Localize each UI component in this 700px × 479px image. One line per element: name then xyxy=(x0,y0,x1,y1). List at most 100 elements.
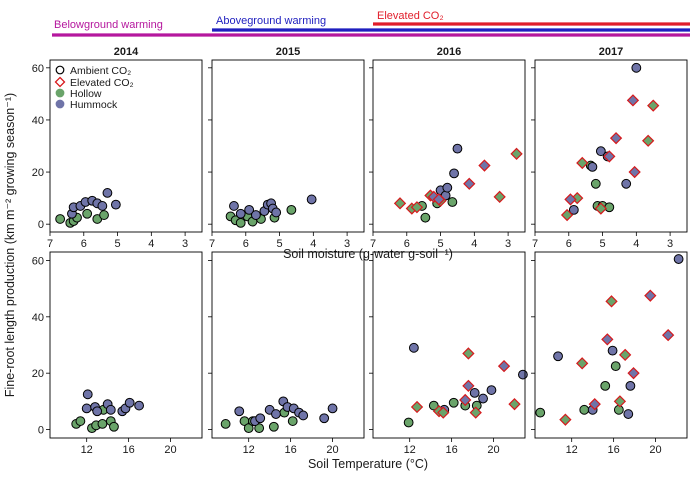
data-point-elevated-hollow xyxy=(393,197,407,210)
data-point-elevated-hummock xyxy=(459,393,472,407)
y-tick-label: 60 xyxy=(32,63,44,75)
data-point-elevated-hummock xyxy=(627,367,640,380)
row2-panel-4: 12 16 20 xyxy=(531,251,688,456)
data-point-ambient-hummock xyxy=(255,413,266,424)
x-tick-label: 7 xyxy=(209,238,215,250)
x-tick-label: 3 xyxy=(344,238,350,250)
x-tick-label: 20 xyxy=(649,444,661,456)
data-point-ambient-hummock xyxy=(327,403,338,414)
data-point-elevated-hummock xyxy=(564,193,577,206)
data-point-ambient-hollow xyxy=(82,208,93,219)
data-point-ambient-hummock xyxy=(518,369,528,380)
data-point-elevated-hummock xyxy=(609,132,623,145)
x-tick-label: 20 xyxy=(164,444,176,456)
x-tick-label: 16 xyxy=(445,444,457,456)
y-tick-label: 40 xyxy=(32,312,44,324)
data-point-elevated-hollow xyxy=(493,190,506,203)
data-point-elevated-hummock xyxy=(661,328,675,342)
data-point-ambient-hummock xyxy=(319,413,330,424)
data-point-elevated-hollow xyxy=(594,202,608,215)
data-point-ambient-hummock xyxy=(452,143,463,154)
data-point-elevated-hollow xyxy=(410,201,424,214)
x-tick-label: 12 xyxy=(566,444,578,456)
data-point-ambient-hummock xyxy=(478,393,488,404)
data-point-elevated-hummock xyxy=(628,165,641,179)
x-tick-label: 6 xyxy=(243,238,249,250)
data-point-elevated-hollow xyxy=(613,395,627,408)
data-point-ambient-hummock xyxy=(234,406,245,417)
y-tick-label: 20 xyxy=(32,167,44,179)
legend-label-ambient: Ambient CO₂ xyxy=(70,65,131,77)
x-tick-label: 20 xyxy=(487,444,499,456)
x-tick-label: 5 xyxy=(599,238,605,250)
row1-x-axis-label: Soil moisture (g-water g-soil⁻¹) xyxy=(283,247,453,261)
data-point-ambient-hummock xyxy=(271,207,282,218)
data-point-ambient-hollow xyxy=(613,404,624,415)
data-point-ambient-hummock xyxy=(134,400,145,411)
data-point-elevated-hollow xyxy=(576,357,589,370)
data-point-ambient-hummock xyxy=(553,351,563,362)
y-tick-label: 0 xyxy=(38,425,44,437)
data-point-ambient-hollow xyxy=(604,202,615,213)
data-point-ambient-hummock xyxy=(486,385,497,395)
row1-panel-2: 2015 7 6 5 4 3 xyxy=(208,46,365,250)
data-point-elevated-hollow xyxy=(619,348,632,362)
x-tick-label: 5 xyxy=(437,238,443,250)
data-point-elevated-hollow xyxy=(605,295,618,308)
soil-moisture-row: 2014 0 20 40 60 7 6 5 4 3 2015 7 6 5 4 3 2016 7 6 5 4 3 2017 7 6… xyxy=(32,46,688,261)
panel-title: 2016 xyxy=(437,46,461,58)
row2-panel-2: 12 16 20 xyxy=(208,251,365,456)
data-point-ambient-hummock xyxy=(306,194,317,205)
x-tick-label: 5 xyxy=(276,238,282,250)
data-point-ambient-hummock xyxy=(469,388,480,398)
data-point-ambient-hummock xyxy=(595,146,606,157)
data-point-ambient-hummock xyxy=(92,406,103,417)
x-tick-label: 7 xyxy=(532,238,538,250)
x-tick-label: 12 xyxy=(81,444,93,456)
data-point-ambient-hollow xyxy=(447,197,458,207)
data-point-ambient-hummock xyxy=(625,380,636,391)
data-point-ambient-hollow xyxy=(220,419,231,429)
panel-frame xyxy=(372,59,526,233)
data-point-elevated-hummock xyxy=(463,177,476,190)
x-tick-label: 3 xyxy=(505,238,511,250)
data-point-ambient-hollow xyxy=(109,421,119,432)
data-point-elevated-hollow xyxy=(508,398,521,411)
panel-title: 2015 xyxy=(276,46,300,58)
data-point-ambient-hummock xyxy=(124,397,135,408)
data-point-ambient-hollow xyxy=(286,204,297,215)
x-tick-label: 20 xyxy=(326,444,338,456)
panel-frame xyxy=(372,251,526,439)
legend-label-hollow: Hollow xyxy=(70,88,102,100)
data-point-ambient-hollow xyxy=(420,212,431,223)
data-point-ambient-hollow xyxy=(428,400,439,411)
panel-frame xyxy=(534,251,688,439)
row1-panel-4: 2017 7 6 5 4 3 xyxy=(531,46,688,250)
data-point-elevated-hollow xyxy=(576,156,589,170)
data-point-ambient-hollow xyxy=(403,417,414,428)
data-point-elevated-hollow xyxy=(410,400,424,414)
data-point-ambient-hollow xyxy=(535,407,546,418)
data-point-elevated-hummock xyxy=(603,150,616,163)
panel-frame xyxy=(49,59,203,233)
data-point-ambient-hummock xyxy=(607,345,618,356)
data-point-ambient-hollow xyxy=(268,421,279,432)
x-tick-label: 12 xyxy=(243,444,255,456)
data-point-ambient-hummock xyxy=(235,208,246,219)
treatment-bar-label-3: Elevated CO₂ xyxy=(377,10,444,22)
data-point-elevated-hummock xyxy=(601,333,614,346)
row2-panel-3: 12 16 20 xyxy=(369,251,528,456)
data-point-elevated-hummock xyxy=(588,398,601,411)
data-point-elevated-hollow xyxy=(437,406,450,419)
data-point-ambient-hummock xyxy=(244,204,255,215)
data-point-ambient-hollow xyxy=(287,416,298,426)
data-point-elevated-hummock xyxy=(478,159,491,172)
x-tick-label: 4 xyxy=(148,238,154,250)
x-tick-label: 4 xyxy=(310,238,316,250)
data-point-ambient-hollow xyxy=(610,361,621,372)
data-point-elevated-hummock xyxy=(497,359,511,373)
legend-marker-hummock xyxy=(55,99,65,109)
x-tick-label: 7 xyxy=(370,238,376,250)
